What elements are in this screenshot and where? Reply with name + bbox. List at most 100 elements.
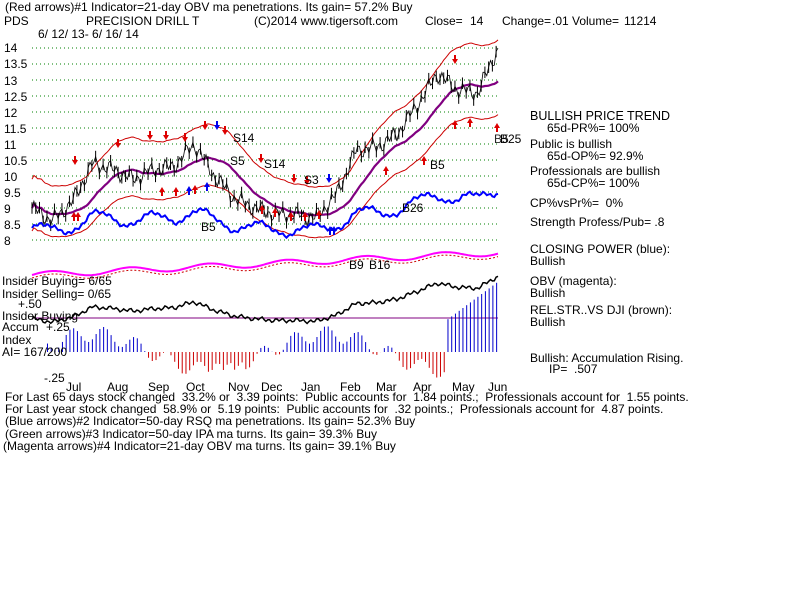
accum-bar bbox=[249, 352, 251, 368]
accum-bar bbox=[170, 352, 172, 356]
accum-bar bbox=[395, 352, 397, 354]
down-arrow bbox=[147, 131, 153, 140]
index-label: Index bbox=[2, 333, 32, 347]
signal-label-b16: B16 bbox=[369, 258, 391, 272]
up-arrow bbox=[288, 212, 294, 221]
up-arrow bbox=[467, 118, 473, 127]
up-arrow bbox=[452, 120, 458, 129]
accum-bar bbox=[207, 352, 209, 372]
signal-label-b25: B25 bbox=[500, 132, 522, 146]
accum-bar bbox=[466, 305, 468, 352]
accum-bar bbox=[118, 346, 120, 352]
up-arrow bbox=[272, 208, 278, 217]
footer-line: (Green arrows)#3 Indicator=50-day IPA ma… bbox=[5, 427, 377, 441]
up-arrow bbox=[259, 205, 265, 214]
down-arrow bbox=[452, 55, 458, 64]
accum-bar bbox=[192, 352, 194, 366]
accum-bar bbox=[99, 328, 101, 352]
close-value: 14 bbox=[470, 14, 484, 28]
month-tick-label: Mar bbox=[376, 380, 397, 394]
accum-bar bbox=[69, 329, 71, 352]
up-arrow bbox=[494, 123, 500, 132]
accum-bar bbox=[185, 352, 187, 374]
month-tick-label: Nov bbox=[228, 380, 250, 394]
accum-bar bbox=[76, 331, 78, 352]
accum-bar bbox=[174, 352, 176, 362]
accum-bar bbox=[387, 345, 389, 352]
y-tick-label: 14 bbox=[4, 41, 18, 55]
obv-ma-line bbox=[31, 254, 499, 279]
accum-bar bbox=[61, 341, 63, 352]
accum-bar bbox=[312, 342, 314, 352]
signal-label-b26: B26 bbox=[402, 201, 424, 215]
accum-bar bbox=[368, 349, 370, 352]
accum-bar bbox=[121, 346, 123, 352]
accum-plus50-label: +.50 bbox=[18, 297, 42, 311]
change-label: Change= bbox=[502, 14, 552, 28]
accum-bar bbox=[204, 352, 206, 366]
accum-bar bbox=[245, 352, 247, 370]
month-tick-label: Sep bbox=[148, 380, 170, 394]
accum-bar bbox=[129, 339, 131, 352]
accum-bar bbox=[323, 326, 325, 352]
closing-power-status: Bullish bbox=[530, 254, 566, 268]
y-tick-label: 13.5 bbox=[4, 57, 28, 71]
accum-bar bbox=[428, 352, 430, 368]
accum-bar bbox=[282, 349, 284, 352]
month-tick-label: Aug bbox=[107, 380, 129, 394]
closing-power-line bbox=[31, 190, 499, 240]
y-tick-label: 10.5 bbox=[4, 154, 28, 168]
month-tick-label: May bbox=[452, 380, 475, 394]
signal-label-s14: S14 bbox=[264, 157, 286, 171]
up-arrow bbox=[331, 226, 337, 235]
accum-bar bbox=[451, 316, 453, 352]
accum-bar bbox=[226, 352, 228, 365]
accum-bar bbox=[484, 291, 486, 352]
y-tick-label: 9 bbox=[4, 202, 11, 216]
accum-bar bbox=[421, 352, 423, 359]
up-arrow bbox=[302, 212, 308, 221]
cp-value: 65d-CP%= 100% bbox=[547, 176, 640, 190]
accum-bar bbox=[219, 352, 221, 364]
accum-bar bbox=[237, 352, 239, 366]
accum-bar bbox=[338, 341, 340, 352]
accum-bar bbox=[361, 335, 363, 352]
signal-label-b5: B5 bbox=[494, 132, 509, 146]
y-tick-label: 11.5 bbox=[4, 122, 27, 136]
volume-value: 11214 bbox=[624, 14, 657, 28]
strength-value: Strength Profess/Pub= .8 bbox=[530, 215, 665, 229]
accum-bar bbox=[406, 352, 408, 370]
accum-bar bbox=[398, 352, 400, 361]
accum-bar bbox=[264, 345, 266, 352]
accum-bar bbox=[222, 352, 224, 370]
signal-label-b5: B5 bbox=[430, 158, 445, 172]
accum-bar bbox=[447, 319, 449, 352]
accum-bar bbox=[267, 347, 269, 352]
accum-bar bbox=[125, 343, 127, 352]
month-tick-label: Jun bbox=[488, 380, 508, 394]
accum-bar bbox=[488, 288, 490, 352]
relative-strength-line bbox=[31, 275, 499, 325]
accum-bar bbox=[353, 332, 355, 352]
y-tick-label: 8 bbox=[4, 234, 11, 248]
date-range: 6/ 12/ 13- 6/ 16/ 14 bbox=[38, 27, 139, 41]
op-value: 65d-OP%= 92.9% bbox=[547, 149, 644, 163]
obv-status: Bullish bbox=[530, 286, 566, 300]
accum-bar bbox=[88, 342, 90, 352]
month-tick-label: Oct bbox=[186, 380, 205, 394]
public-title: Public is bullish bbox=[530, 137, 613, 151]
up-arrow bbox=[71, 212, 77, 221]
accum-bar bbox=[308, 343, 310, 352]
accum-bar bbox=[410, 352, 412, 369]
header-indicator1: (Red arrows)#1 Indicator=21-day OBV ma p… bbox=[5, 0, 413, 14]
down-arrow bbox=[222, 126, 228, 135]
accum-bar bbox=[58, 347, 60, 352]
volume-label: Volume= bbox=[572, 14, 620, 28]
relstr-status: Bullish bbox=[530, 315, 566, 329]
accum-bar bbox=[110, 335, 112, 352]
cpvspr-value: CP%vsPr%= 0% bbox=[530, 196, 624, 210]
up-arrow bbox=[159, 187, 165, 196]
accum-bar bbox=[163, 352, 165, 353]
accum-bar bbox=[275, 352, 277, 355]
